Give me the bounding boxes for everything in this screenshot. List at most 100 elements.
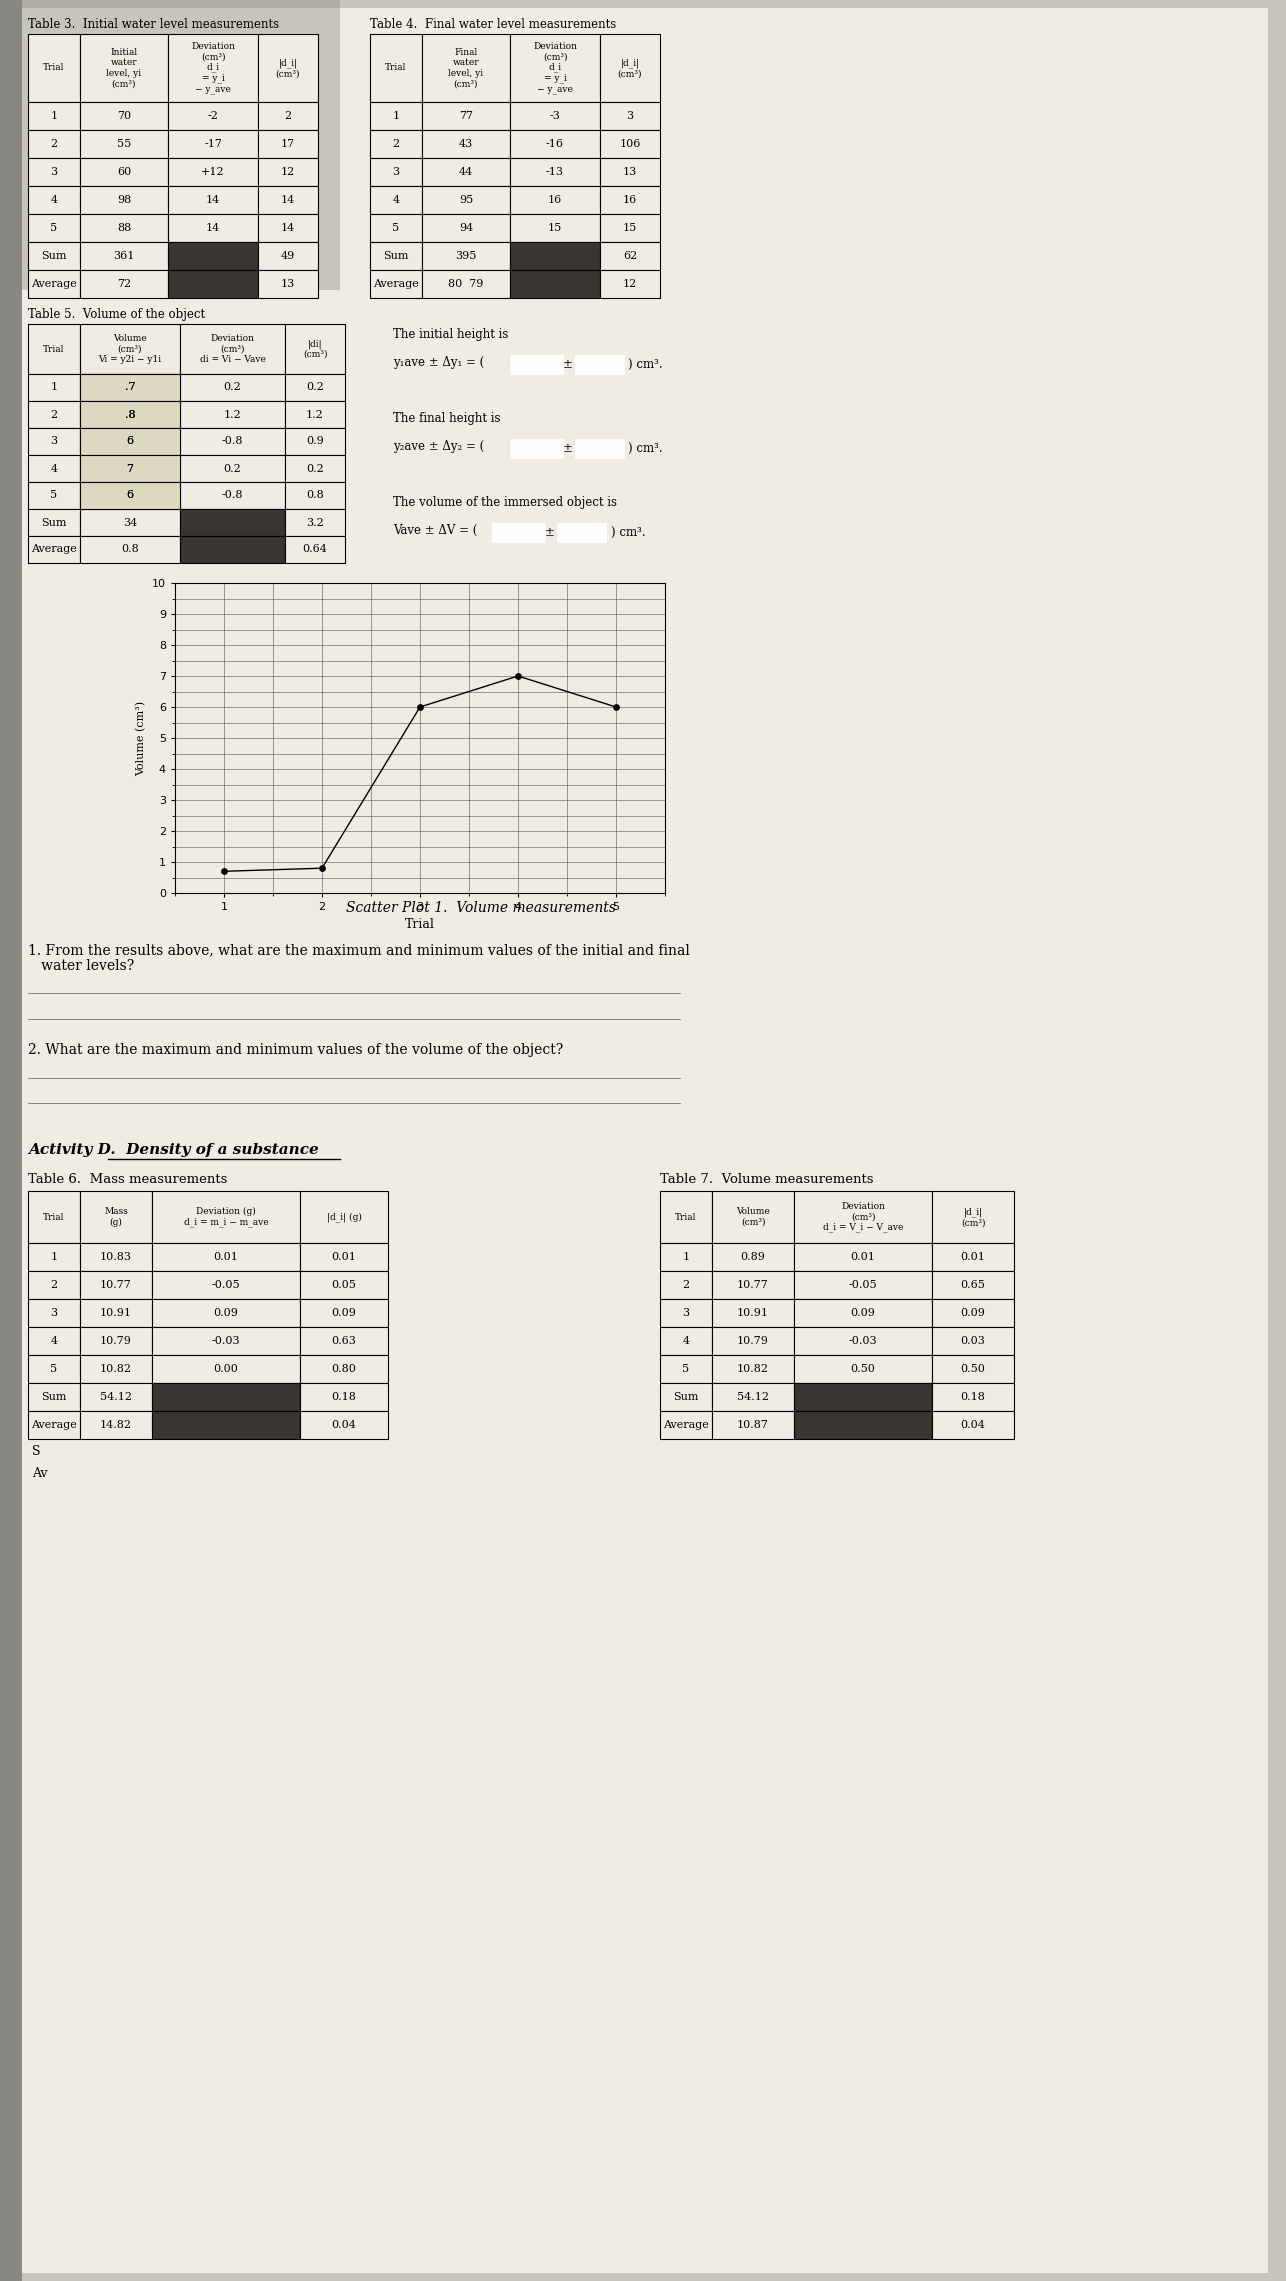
Bar [80, 157, 168, 187]
FancyBboxPatch shape [511, 438, 565, 458]
Text: 14: 14 [206, 194, 220, 205]
Text: 395: 395 [455, 251, 477, 260]
Bar [422, 157, 511, 187]
Bar [180, 374, 285, 401]
Text: 0.01: 0.01 [961, 1252, 985, 1261]
Bar [370, 103, 422, 130]
Text: |di|
(cm³): |di| (cm³) [302, 340, 327, 358]
Bar [28, 1382, 80, 1412]
Bar [370, 130, 422, 157]
Bar [80, 509, 180, 536]
Text: -0.8: -0.8 [221, 490, 243, 500]
Text: Average: Average [373, 278, 419, 290]
Text: Vave ± ΔV = (: Vave ± ΔV = ( [394, 525, 477, 536]
Bar [511, 103, 601, 130]
Text: 0.09: 0.09 [961, 1307, 985, 1318]
Bar [660, 1271, 712, 1298]
Bar [285, 324, 345, 374]
Bar [168, 214, 258, 242]
Bar [422, 130, 511, 157]
Text: Sum: Sum [383, 251, 409, 260]
Bar [932, 1271, 1013, 1298]
Bar [152, 1355, 300, 1382]
Bar [660, 1243, 712, 1271]
Text: 4: 4 [683, 1337, 689, 1346]
Text: 10.87: 10.87 [737, 1421, 769, 1430]
Text: 12: 12 [622, 278, 637, 290]
Bar [28, 1355, 80, 1382]
Bar [932, 1355, 1013, 1382]
Bar [511, 187, 601, 214]
Text: 80  79: 80 79 [449, 278, 484, 290]
Text: Table 3.  Initial water level measurements: Table 3. Initial water level measurement… [28, 18, 279, 32]
Text: 3.2: 3.2 [306, 518, 324, 527]
Bar [28, 1328, 80, 1355]
Text: Mass
(g): Mass (g) [104, 1207, 127, 1227]
Bar [932, 1243, 1013, 1271]
Text: S: S [32, 1444, 40, 1458]
Text: Trial: Trial [675, 1213, 697, 1223]
Point [213, 853, 234, 890]
Text: 12: 12 [280, 167, 294, 178]
Text: 3: 3 [50, 167, 58, 178]
Bar [152, 1382, 300, 1412]
Bar [422, 187, 511, 214]
Text: 43: 43 [459, 139, 473, 148]
Bar [932, 1412, 1013, 1439]
Text: 6: 6 [126, 490, 134, 500]
Text: 13: 13 [280, 278, 294, 290]
Bar [28, 214, 80, 242]
Bar [932, 1191, 1013, 1243]
Bar [258, 214, 318, 242]
Text: 0.89: 0.89 [741, 1252, 765, 1261]
Bar [28, 157, 80, 187]
Bar [300, 1412, 388, 1439]
Bar [285, 374, 345, 401]
Text: 6: 6 [126, 436, 134, 447]
Bar [80, 1328, 152, 1355]
Text: 0.50: 0.50 [850, 1364, 876, 1373]
Text: 4: 4 [50, 194, 58, 205]
Bar [152, 1328, 300, 1355]
Text: 0.8: 0.8 [306, 490, 324, 500]
Bar [258, 103, 318, 130]
Text: 3: 3 [50, 1307, 58, 1318]
Bar [370, 34, 422, 103]
Text: 0.09: 0.09 [332, 1307, 356, 1318]
Bar [793, 1355, 932, 1382]
Text: -0.05: -0.05 [212, 1280, 240, 1291]
Bar [152, 1271, 300, 1298]
Text: 95: 95 [459, 194, 473, 205]
Bar [80, 1412, 152, 1439]
Text: Deviation
(cm³)
di = Vi − Vave: Deviation (cm³) di = Vi − Vave [199, 333, 265, 365]
Text: ±: ± [563, 358, 574, 372]
Bar [80, 454, 180, 481]
Bar [370, 214, 422, 242]
Bar [80, 1271, 152, 1298]
Text: .8: .8 [125, 411, 135, 420]
Bar [511, 214, 601, 242]
Bar [80, 34, 168, 103]
Text: 62: 62 [622, 251, 637, 260]
Bar [712, 1271, 793, 1298]
Text: Average: Average [664, 1421, 709, 1430]
Text: 106: 106 [620, 139, 640, 148]
Point [410, 689, 431, 725]
Bar [80, 401, 180, 429]
Text: +12: +12 [201, 167, 225, 178]
Bar [180, 429, 285, 454]
Bar [285, 536, 345, 563]
Bar [28, 1412, 80, 1439]
FancyBboxPatch shape [511, 356, 565, 374]
Text: 0.65: 0.65 [961, 1280, 985, 1291]
Text: .7: .7 [125, 383, 135, 392]
Bar [152, 1243, 300, 1271]
Text: Trial: Trial [44, 64, 64, 73]
Text: y₂ave ± Δy₂ = (: y₂ave ± Δy₂ = ( [394, 440, 485, 454]
Text: 0.05: 0.05 [332, 1280, 356, 1291]
Bar [168, 242, 258, 269]
Text: 1. From the results above, what are the maximum and minimum values of the initia: 1. From the results above, what are the … [28, 942, 689, 974]
Text: 17: 17 [280, 139, 294, 148]
Text: Deviation
(cm³)
d_i
= y_i
− y_ave: Deviation (cm³) d_i = y_i − y_ave [192, 41, 235, 94]
Bar [511, 34, 601, 103]
